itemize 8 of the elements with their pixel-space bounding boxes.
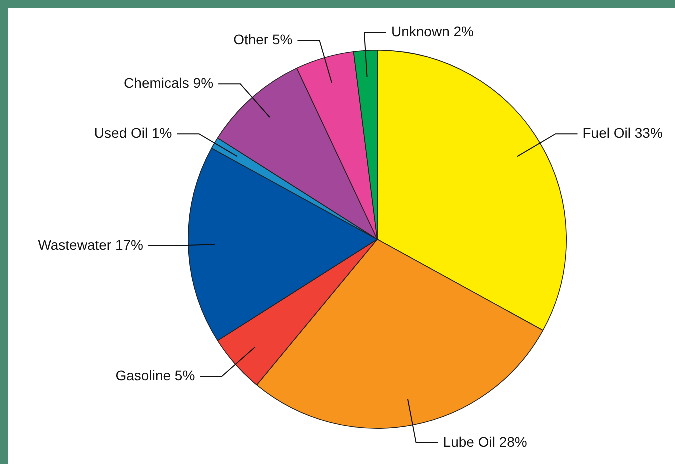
slice-label: Chemicals 9% (124, 75, 214, 92)
slice-label: Lube Oil 28% (443, 434, 528, 450)
slice-label: Unknown 2% (391, 24, 474, 40)
slice-label: Fuel Oil 33% (582, 124, 663, 141)
slice-label: Other 5% (234, 31, 293, 48)
slice-label: Gasoline 5% (116, 367, 196, 384)
slice-label: Wastewater 17% (38, 236, 144, 253)
slice-label: Used Oil 1% (94, 124, 172, 141)
